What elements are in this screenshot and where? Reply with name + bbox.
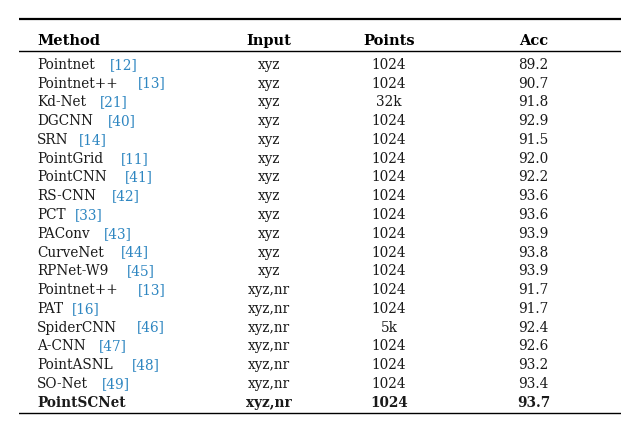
Text: PointASNL: PointASNL xyxy=(37,358,113,372)
Text: 1024: 1024 xyxy=(372,283,406,297)
Text: RPNet-W9: RPNet-W9 xyxy=(37,264,109,278)
Text: 1024: 1024 xyxy=(372,133,406,147)
Text: [42]: [42] xyxy=(111,189,140,203)
Text: [33]: [33] xyxy=(75,208,103,222)
Text: PointGrid: PointGrid xyxy=(37,152,104,166)
Text: xyz,nr: xyz,nr xyxy=(248,340,290,353)
Text: 93.6: 93.6 xyxy=(518,208,548,222)
Text: [49]: [49] xyxy=(102,377,130,391)
Text: PointCNN: PointCNN xyxy=(37,170,107,184)
Text: 93.2: 93.2 xyxy=(518,358,548,372)
Text: PointSCNet: PointSCNet xyxy=(37,396,126,410)
Text: Pointnet++: Pointnet++ xyxy=(37,76,118,91)
Text: xyz: xyz xyxy=(258,170,280,184)
Text: 91.7: 91.7 xyxy=(518,302,548,316)
Text: CurveNet: CurveNet xyxy=(37,246,104,260)
Text: 93.8: 93.8 xyxy=(518,246,548,260)
Text: 92.0: 92.0 xyxy=(518,152,548,166)
Text: 1024: 1024 xyxy=(372,264,406,278)
Text: [13]: [13] xyxy=(138,76,166,91)
Text: 93.4: 93.4 xyxy=(518,377,548,391)
Text: Method: Method xyxy=(37,34,100,48)
Text: RS-CNN: RS-CNN xyxy=(37,189,96,203)
Text: 1024: 1024 xyxy=(372,377,406,391)
Text: xyz,nr: xyz,nr xyxy=(246,396,292,410)
Text: 1024: 1024 xyxy=(372,302,406,316)
Text: [47]: [47] xyxy=(99,340,127,353)
Text: [45]: [45] xyxy=(127,264,155,278)
Text: 1024: 1024 xyxy=(372,358,406,372)
Text: 1024: 1024 xyxy=(372,208,406,222)
Text: 91.8: 91.8 xyxy=(518,95,548,109)
Text: Points: Points xyxy=(364,34,415,48)
Text: A-CNN: A-CNN xyxy=(37,340,86,353)
Text: xyz: xyz xyxy=(258,133,280,147)
Text: 92.2: 92.2 xyxy=(518,170,548,184)
Text: [44]: [44] xyxy=(121,246,149,260)
Text: 92.6: 92.6 xyxy=(518,340,548,353)
Text: 92.9: 92.9 xyxy=(518,114,548,128)
Text: [12]: [12] xyxy=(110,58,138,72)
Text: xyz,nr: xyz,nr xyxy=(248,283,290,297)
Text: [13]: [13] xyxy=(138,283,166,297)
Text: 32k: 32k xyxy=(376,95,402,109)
Text: xyz: xyz xyxy=(258,95,280,109)
Text: 1024: 1024 xyxy=(372,58,406,72)
Text: [14]: [14] xyxy=(79,133,106,147)
Text: xyz: xyz xyxy=(258,152,280,166)
Text: xyz,nr: xyz,nr xyxy=(248,358,290,372)
Text: SO-Net: SO-Net xyxy=(37,377,88,391)
Text: PCT: PCT xyxy=(37,208,66,222)
Text: 93.9: 93.9 xyxy=(518,227,548,241)
Text: 1024: 1024 xyxy=(372,246,406,260)
Text: 89.2: 89.2 xyxy=(518,58,548,72)
Text: [46]: [46] xyxy=(138,320,165,334)
Text: [16]: [16] xyxy=(72,302,100,316)
Text: PAT: PAT xyxy=(37,302,63,316)
Text: SpiderCNN: SpiderCNN xyxy=(37,320,117,334)
Text: 1024: 1024 xyxy=(372,152,406,166)
Text: SRN: SRN xyxy=(37,133,68,147)
Text: [41]: [41] xyxy=(125,170,152,184)
Text: [48]: [48] xyxy=(132,358,160,372)
Text: [43]: [43] xyxy=(104,227,132,241)
Text: xyz: xyz xyxy=(258,114,280,128)
Text: xyz,nr: xyz,nr xyxy=(248,320,290,334)
Text: Pointnet: Pointnet xyxy=(37,58,95,72)
Text: [11]: [11] xyxy=(120,152,148,166)
Text: xyz,nr: xyz,nr xyxy=(248,302,290,316)
Text: 90.7: 90.7 xyxy=(518,76,548,91)
Text: Input: Input xyxy=(246,34,291,48)
Text: 1024: 1024 xyxy=(372,189,406,203)
Text: 1024: 1024 xyxy=(372,76,406,91)
Text: xyz: xyz xyxy=(258,246,280,260)
Text: Pointnet++: Pointnet++ xyxy=(37,283,118,297)
Text: [21]: [21] xyxy=(100,95,127,109)
Text: 93.9: 93.9 xyxy=(518,264,548,278)
Text: xyz: xyz xyxy=(258,189,280,203)
Text: xyz: xyz xyxy=(258,76,280,91)
Text: DGCNN: DGCNN xyxy=(37,114,93,128)
Text: 1024: 1024 xyxy=(372,340,406,353)
Text: Acc: Acc xyxy=(519,34,548,48)
Text: 1024: 1024 xyxy=(372,170,406,184)
Text: 5k: 5k xyxy=(381,320,397,334)
Text: 91.7: 91.7 xyxy=(518,283,548,297)
Text: 92.4: 92.4 xyxy=(518,320,548,334)
Text: 91.5: 91.5 xyxy=(518,133,548,147)
Text: 1024: 1024 xyxy=(372,227,406,241)
Text: 1024: 1024 xyxy=(371,396,408,410)
Text: [40]: [40] xyxy=(108,114,136,128)
Text: xyz: xyz xyxy=(258,208,280,222)
Text: Kd-Net: Kd-Net xyxy=(37,95,86,109)
Text: xyz: xyz xyxy=(258,58,280,72)
Text: PAConv: PAConv xyxy=(37,227,90,241)
Text: xyz,nr: xyz,nr xyxy=(248,377,290,391)
Text: 93.7: 93.7 xyxy=(517,396,550,410)
Text: xyz: xyz xyxy=(258,264,280,278)
Text: 1024: 1024 xyxy=(372,114,406,128)
Text: xyz: xyz xyxy=(258,227,280,241)
Text: 93.6: 93.6 xyxy=(518,189,548,203)
